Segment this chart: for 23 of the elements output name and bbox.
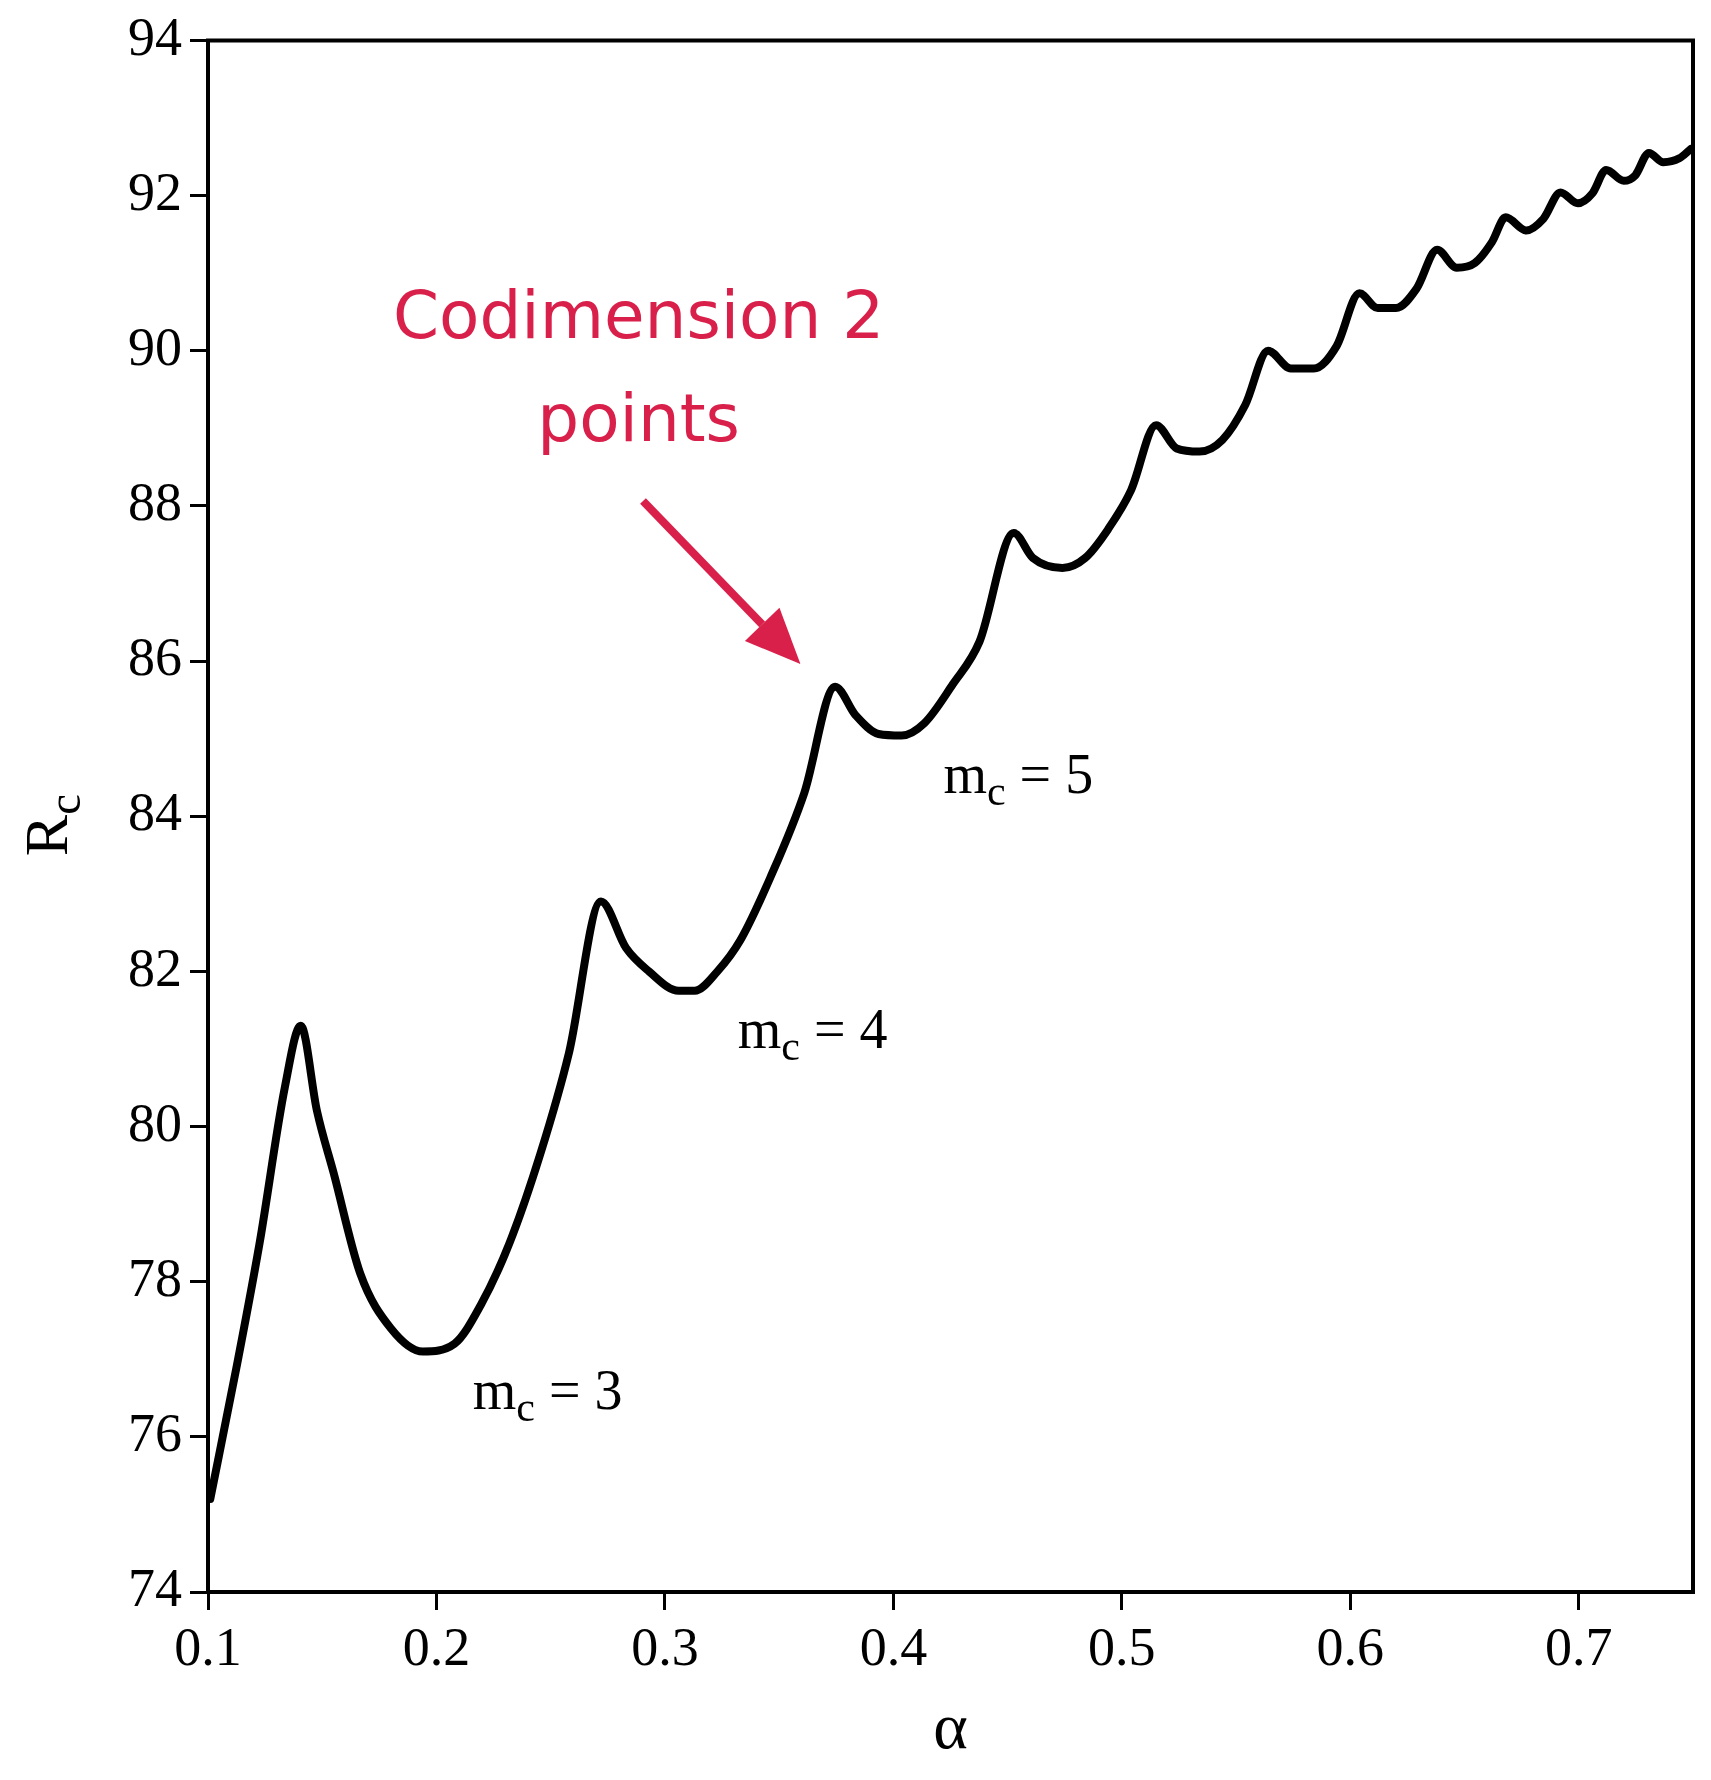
x-tick-label: 0.5	[1088, 1616, 1156, 1677]
y-tick-label: 92	[128, 161, 182, 222]
y-tick-label: 82	[128, 937, 182, 998]
x-tick-label: 0.2	[402, 1616, 471, 1677]
annotation: Codimension 2 points	[391, 276, 886, 459]
y-tick-label: 80	[128, 1092, 182, 1153]
x-tick-label: 0.7	[1545, 1616, 1613, 1677]
x-tick-label: 0.4	[859, 1616, 928, 1677]
y-tick-label: 88	[128, 472, 182, 533]
y-tick-label: 90	[128, 316, 182, 377]
y-tick-label: 76	[128, 1403, 182, 1464]
x-axis-title: α	[933, 1688, 968, 1762]
annotation: m$_{c}$ = 4	[737, 997, 888, 1069]
annotation: m$_{c}$ = 3	[472, 1358, 623, 1430]
y-tick-label: 74	[128, 1558, 182, 1619]
y-tick-label: 86	[128, 627, 182, 688]
y-tick-label: 78	[128, 1247, 182, 1308]
x-tick-label: 0.1	[174, 1616, 242, 1677]
y-tick-label: 94	[128, 6, 182, 67]
x-tick-label: 0.6	[1316, 1616, 1385, 1677]
x-tick-label: 0.3	[631, 1616, 699, 1677]
annotation: m$_{c}$ = 5	[943, 742, 1094, 814]
y-tick-label: 84	[128, 782, 182, 843]
